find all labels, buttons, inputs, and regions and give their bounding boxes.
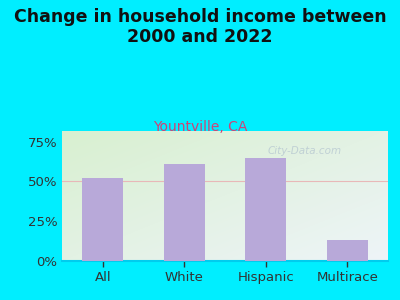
Bar xyxy=(245,158,286,261)
Text: Yountville, CA: Yountville, CA xyxy=(153,120,247,134)
Bar xyxy=(164,164,205,261)
Text: City-Data.com: City-Data.com xyxy=(267,146,342,156)
Bar xyxy=(327,240,368,261)
Text: Change in household income between
2000 and 2022: Change in household income between 2000 … xyxy=(14,8,386,46)
Bar xyxy=(82,178,123,261)
